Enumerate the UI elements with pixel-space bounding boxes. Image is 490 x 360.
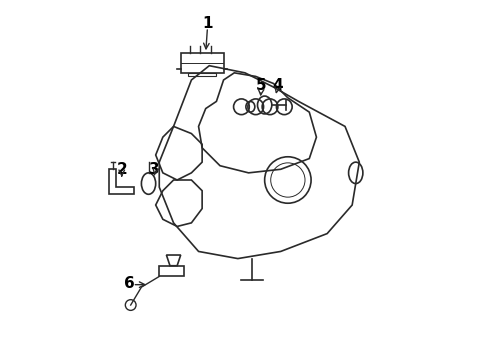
Text: 2: 2 xyxy=(117,162,127,177)
Text: 4: 4 xyxy=(272,78,282,93)
Text: 1: 1 xyxy=(202,16,213,31)
Text: 3: 3 xyxy=(148,162,159,177)
Text: 6: 6 xyxy=(123,276,134,291)
Text: 5: 5 xyxy=(256,78,267,93)
